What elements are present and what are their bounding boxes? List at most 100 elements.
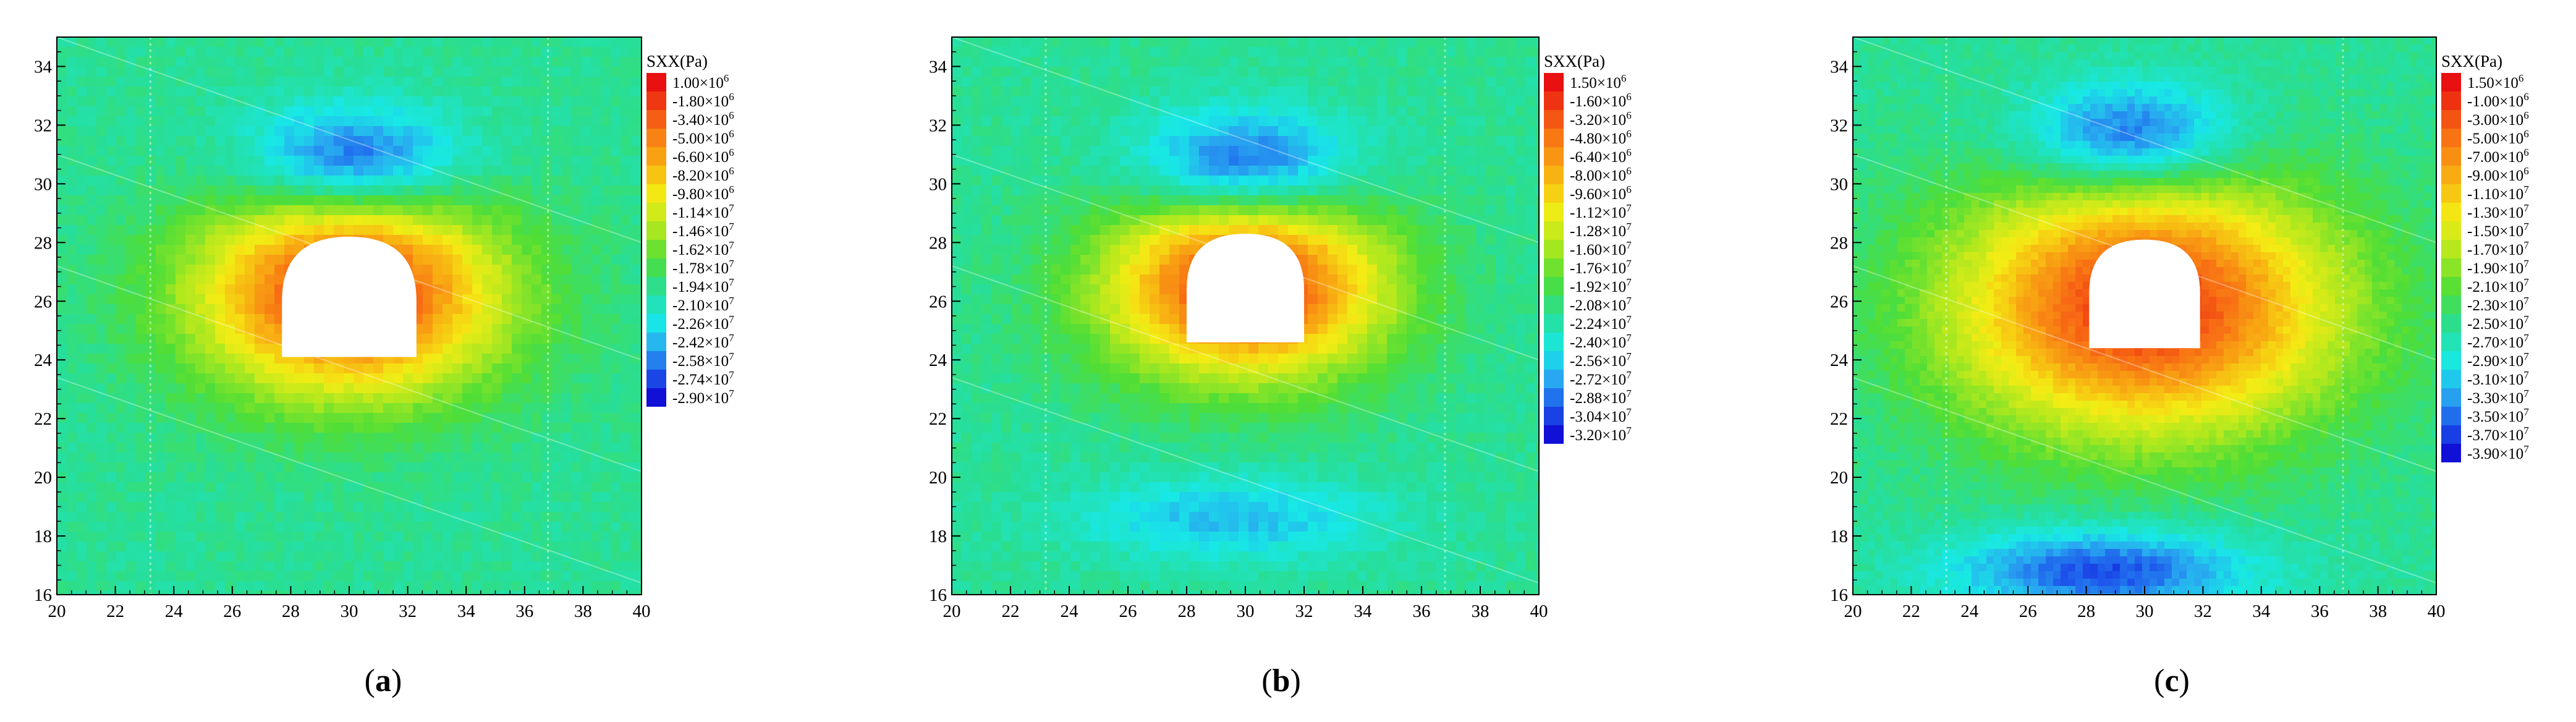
legend-level-label: -2.42×107 <box>672 332 734 351</box>
legend-swatch <box>2441 110 2461 129</box>
x-tick-label: 24 <box>165 601 184 621</box>
y-tick-label: 22 <box>34 409 52 429</box>
legend-title: SXX(Pa) <box>1544 52 1605 70</box>
legend-swatch <box>646 295 666 314</box>
y-tick-label: 26 <box>1830 292 1848 312</box>
legend-level-label: -5.00×106 <box>2467 128 2529 147</box>
legend-swatch <box>1544 351 1564 370</box>
y-axis: 16 18 20 22 24 26 28 30 32 34 <box>1830 51 1862 605</box>
legend-level-label: -3.70×107 <box>2467 425 2529 444</box>
legend-level-label: -1.28×107 <box>1570 221 1632 240</box>
legend-swatch <box>2441 370 2461 388</box>
legend-swatch <box>2441 444 2461 462</box>
legend-level-label: -1.30×107 <box>2467 202 2529 221</box>
stress-field <box>1853 37 2436 595</box>
legend-swatch <box>646 166 666 184</box>
tunnel-opening <box>2089 239 2200 349</box>
x-tick-label: 28 <box>2077 601 2095 621</box>
legend-swatch <box>1544 221 1564 240</box>
legend-level-label: -2.72×107 <box>1570 369 1632 388</box>
legend-swatch <box>646 203 666 221</box>
stress-field <box>57 37 642 595</box>
legend-swatch <box>1544 184 1564 203</box>
legend-swatch <box>646 73 666 91</box>
y-tick-label: 24 <box>929 350 947 370</box>
y-tick-label: 16 <box>34 585 52 605</box>
y-tick-label: 30 <box>34 174 52 194</box>
legend-level-label: -3.40×106 <box>672 109 734 129</box>
x-tick-label: 38 <box>1472 601 1489 621</box>
legend-level-label: -3.50×107 <box>2467 406 2529 425</box>
legend-swatch <box>2441 184 2461 203</box>
x-tick-label: 36 <box>1413 601 1431 621</box>
legend-level-label: -1.46×107 <box>672 221 734 240</box>
legend-level-label: -3.04×107 <box>1570 406 1632 425</box>
legend-swatch <box>1544 203 1564 221</box>
legend-swatch <box>2441 129 2461 147</box>
y-tick-label: 22 <box>1830 409 1848 429</box>
x-tick-label: 40 <box>2428 601 2446 621</box>
legend-level-label: -2.58×107 <box>672 350 734 370</box>
x-tick-label: 32 <box>399 601 417 621</box>
legend-swatch <box>2441 351 2461 370</box>
legend-swatch <box>2441 407 2461 425</box>
legend-level-label: -1.78×107 <box>672 258 734 277</box>
legend-level-label: -7.00×106 <box>2467 147 2529 166</box>
x-tick-label: 34 <box>2252 601 2271 621</box>
x-tick-label: 24 <box>1061 601 1079 621</box>
y-tick-label: 18 <box>1830 527 1848 546</box>
y-tick-label: 28 <box>34 233 52 253</box>
legend-title: SXX(Pa) <box>2441 52 2502 70</box>
x-tick-label: 26 <box>1119 601 1137 621</box>
legend-swatch <box>1544 258 1564 277</box>
color-legend: SXX(Pa) 1.50×106-1.00×106-3.00×106-5.00×1… <box>2441 52 2529 462</box>
x-tick-label: 20 <box>1844 601 1862 621</box>
y-tick-label: 28 <box>1830 233 1848 253</box>
x-tick-label: 26 <box>223 601 241 621</box>
legend-level-label: -1.92×107 <box>1570 276 1632 295</box>
legend-level-label: -1.14×107 <box>672 202 734 221</box>
legend-swatch <box>2441 147 2461 166</box>
chart-panel-b: 20 22 24 26 28 30 32 34 36 38 40 16 18 20 22 24 26 28 30 32… <box>929 36 1632 699</box>
legend-swatch <box>1544 147 1564 166</box>
y-tick-label: 18 <box>34 527 52 546</box>
legend-swatch <box>646 129 666 147</box>
y-tick-label: 30 <box>1830 174 1848 194</box>
legend-level-label: -2.70×107 <box>2467 332 2529 351</box>
legend-title: SXX(Pa) <box>646 52 708 70</box>
legend-level-label: -1.94×107 <box>672 276 734 295</box>
x-tick-label: 32 <box>2194 601 2212 621</box>
y-tick-label: 16 <box>929 585 947 605</box>
legend-level-label: -9.60×106 <box>1570 184 1632 203</box>
x-tick-label: 34 <box>1354 601 1373 621</box>
legend-swatch <box>646 110 666 129</box>
legend-level-label: -2.08×107 <box>1570 295 1632 314</box>
legend-level-label: -2.24×107 <box>1570 313 1632 333</box>
stress-field <box>952 37 1539 595</box>
legend-level-label: -9.00×106 <box>2467 165 2529 184</box>
x-tick-label: 24 <box>1960 601 1979 621</box>
chart-panel-c: 20 22 24 26 28 30 32 34 36 38 40 16 18 20 22 24 26 28 30 32… <box>1830 36 2529 699</box>
legend-level-label: -2.30×107 <box>2467 295 2529 314</box>
panel-caption: (a) <box>365 663 402 699</box>
legend-swatch <box>1544 295 1564 314</box>
legend-level-label: -2.90×107 <box>672 388 734 407</box>
y-tick-label: 32 <box>1830 116 1848 135</box>
y-tick-label: 32 <box>34 116 52 135</box>
x-tick-label: 26 <box>2019 601 2037 621</box>
legend-level-label: -1.76×107 <box>1570 258 1632 277</box>
legend-level-label: -2.50×107 <box>2467 313 2529 333</box>
legend-swatch <box>2441 91 2461 110</box>
legend-level-label: -1.60×107 <box>1570 239 1632 258</box>
legend-level-label: -9.80×106 <box>672 184 734 203</box>
legend-swatch <box>646 258 666 277</box>
legend-swatch <box>2441 203 2461 221</box>
color-legend: SXX(Pa) 1.00×106-1.80×106-3.40×106-5.00×1… <box>646 52 734 407</box>
x-axis: 20 22 24 26 28 30 32 34 36 38 40 <box>1844 586 2446 621</box>
joint-planes <box>1853 37 2436 595</box>
legend-swatch <box>646 388 666 407</box>
legend-swatch <box>1544 73 1564 91</box>
y-tick-label: 20 <box>929 468 947 488</box>
legend-swatch <box>646 240 666 258</box>
legend-level-label: -5.00×106 <box>672 128 734 147</box>
